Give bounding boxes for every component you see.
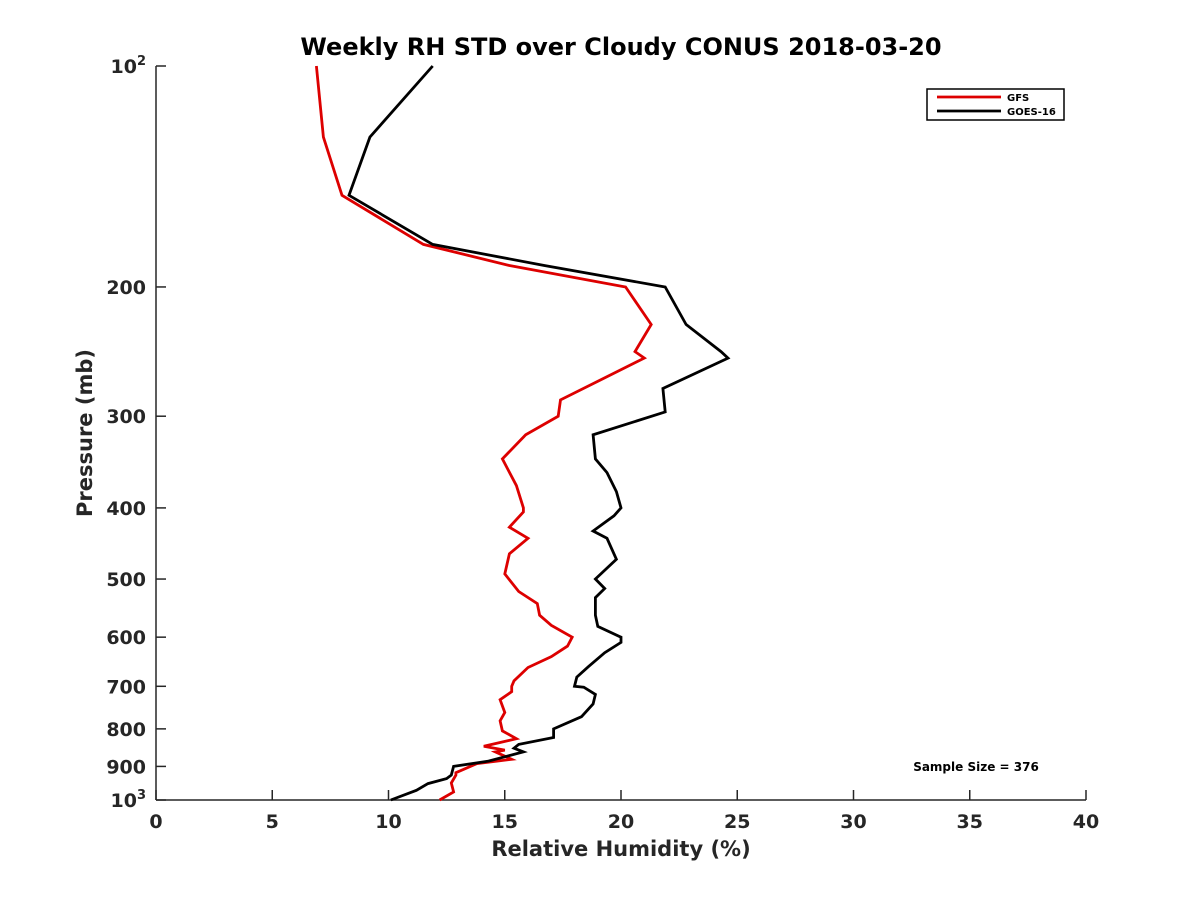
x-tick-label-6: 30	[840, 811, 866, 833]
series-layer	[315, 65, 731, 802]
x-tick-label-8: 40	[1073, 811, 1099, 833]
y-tick-label-9: 103	[111, 788, 147, 812]
y-tick-label-7: 800	[106, 719, 146, 741]
x-tick-label-4: 20	[608, 811, 634, 833]
y-tick-label-1: 200	[106, 277, 146, 299]
x-tick-label-5: 25	[724, 811, 750, 833]
y-tick-label-0: 102	[111, 54, 147, 78]
x-tick-label-0: 0	[149, 811, 162, 833]
y-tick-label-3: 400	[106, 498, 146, 520]
chart-title: Weekly RH STD over Cloudy CONUS 2018-03-…	[300, 33, 941, 61]
series-line-goes16	[347, 65, 731, 802]
series-line-gfs	[315, 65, 653, 802]
x-axis-ticks: 0 5 10 15 20 25 30 35 40	[149, 790, 1099, 833]
y-axis-ticks: 102 200 300 400 500 600 700 800 900 103	[106, 54, 166, 812]
y-tick-label-6: 700	[106, 676, 146, 698]
x-axis-label: Relative Humidity (%)	[491, 837, 750, 861]
legend-box	[926, 88, 1065, 121]
x-tick-label-2: 10	[375, 811, 401, 833]
y-tick-label-8: 900	[106, 756, 146, 778]
y-axis-label: Pressure (mb)	[73, 349, 97, 517]
legend-label-goes16: GOES-16	[1007, 107, 1056, 118]
x-tick-label-7: 35	[957, 811, 983, 833]
y-tick-label-5: 600	[106, 627, 146, 649]
x-tick-label-1: 5	[266, 811, 279, 833]
legend: GFS GOES-16	[926, 88, 1065, 121]
y-tick-label-2: 300	[106, 406, 146, 428]
x-tick-label-3: 15	[492, 811, 518, 833]
sample-size-annotation: Sample Size = 376	[913, 760, 1039, 774]
y-tick-label-4: 500	[106, 569, 146, 591]
legend-label-gfs: GFS	[1007, 93, 1029, 104]
